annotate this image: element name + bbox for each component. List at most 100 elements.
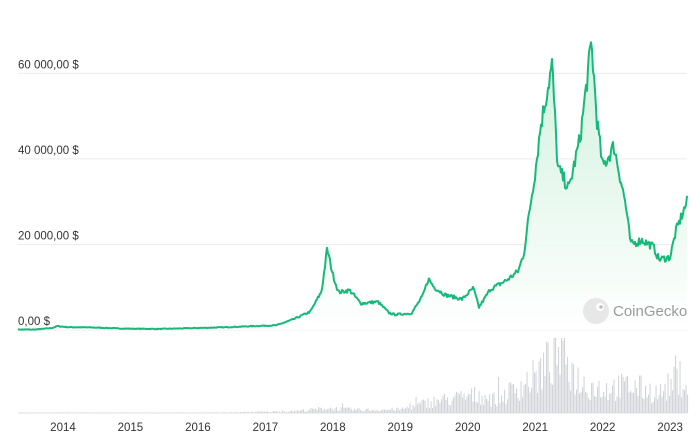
volume-bar — [531, 387, 533, 413]
volume-bar — [258, 411, 260, 413]
volume-bar — [330, 407, 332, 413]
volume-bar — [175, 412, 177, 414]
volume-bar — [229, 412, 231, 414]
volume-bar — [514, 393, 516, 413]
volume-bar — [648, 394, 650, 413]
volume-bar — [201, 412, 203, 414]
volume-bar — [612, 385, 614, 413]
volume-bar — [291, 410, 293, 413]
volume-bar — [519, 400, 521, 413]
volume-bar — [487, 400, 489, 413]
volume-bar — [148, 412, 150, 413]
volume-bar — [343, 407, 345, 413]
volume-bar — [403, 408, 405, 413]
volume-bar — [654, 397, 656, 413]
volume-bar — [409, 402, 411, 413]
volume-bar — [552, 384, 554, 413]
volume-bar — [82, 412, 84, 414]
volume-bar — [634, 380, 636, 413]
gecko-pupil-icon — [599, 305, 603, 309]
volume-bar — [99, 412, 101, 413]
volume-bar — [139, 412, 141, 414]
volume-bar — [481, 395, 483, 413]
volume-bar — [603, 391, 605, 413]
volume-bar — [154, 412, 156, 414]
volume-bar — [295, 411, 297, 413]
volume-bar — [64, 412, 66, 414]
volume-bar — [220, 412, 222, 414]
volume-bar — [681, 397, 683, 413]
volume-bar — [51, 412, 53, 414]
x-tick-label: 2022 — [590, 422, 616, 434]
volume-bar — [109, 412, 111, 413]
volume-bar — [378, 411, 380, 413]
volume-bar — [252, 411, 254, 413]
volume-bar — [639, 375, 641, 413]
volume-bar — [594, 395, 596, 413]
volume-bar — [358, 408, 360, 413]
volume-bar — [286, 411, 288, 413]
volume-bar — [274, 411, 276, 413]
volume-bar — [157, 412, 159, 414]
volume-bar — [310, 407, 312, 413]
volume-bar — [271, 412, 273, 413]
volume-bar — [261, 411, 263, 413]
volume-bar — [121, 412, 123, 413]
volume-bar — [666, 400, 668, 413]
volume-bar — [508, 382, 510, 413]
volume-bar — [610, 393, 612, 413]
volume-bar — [79, 412, 81, 413]
volume-bar — [325, 410, 327, 413]
volume-bar — [334, 408, 336, 413]
volume-bar — [214, 412, 216, 413]
volume-bar — [462, 397, 464, 413]
volume-bar — [558, 347, 560, 413]
volume-bar — [523, 385, 525, 413]
volume-bar — [45, 412, 47, 414]
volume-bar — [513, 384, 515, 413]
volume-bar — [267, 411, 269, 413]
volume-bar — [609, 393, 611, 413]
volume-bar — [205, 412, 207, 414]
volume-bar — [237, 412, 239, 413]
volume-bar — [192, 412, 194, 413]
volume-bar — [219, 412, 221, 414]
volume-bar — [553, 338, 555, 413]
volume-bar — [399, 410, 401, 413]
volume-bar — [213, 412, 215, 413]
volume-bar — [222, 412, 224, 413]
volume-bar — [460, 391, 462, 413]
volume-bar — [156, 412, 158, 414]
volume-bar — [606, 383, 608, 413]
volume-bar — [649, 383, 651, 413]
volume-bar — [57, 412, 59, 414]
volume-bar — [196, 412, 198, 414]
volume-bar — [297, 410, 299, 413]
volume-bar — [576, 389, 578, 413]
volume-bar — [405, 408, 407, 413]
volume-bar — [466, 396, 468, 413]
volume-bar — [120, 412, 122, 413]
volume-bar — [631, 392, 633, 413]
volume-bar — [435, 405, 437, 413]
volume-bar — [304, 411, 306, 413]
volume-bar — [381, 410, 383, 413]
volume-bar — [441, 399, 443, 413]
volume-bar — [580, 392, 582, 413]
volume-bar — [283, 411, 285, 413]
volume-bar — [211, 412, 213, 413]
volume-bars — [18, 338, 689, 414]
volume-bar — [135, 412, 137, 414]
volume-bar — [307, 410, 309, 413]
volume-bar — [661, 396, 663, 413]
volume-bar — [346, 407, 348, 413]
volume-bar — [345, 408, 347, 413]
volume-bar — [78, 412, 80, 414]
volume-bar — [115, 412, 117, 414]
watermark-label: CoinGecko — [613, 303, 687, 320]
volume-bar — [340, 407, 342, 413]
volume-bar — [664, 384, 666, 413]
volume-bar — [184, 412, 186, 414]
volume-bar — [27, 412, 29, 414]
